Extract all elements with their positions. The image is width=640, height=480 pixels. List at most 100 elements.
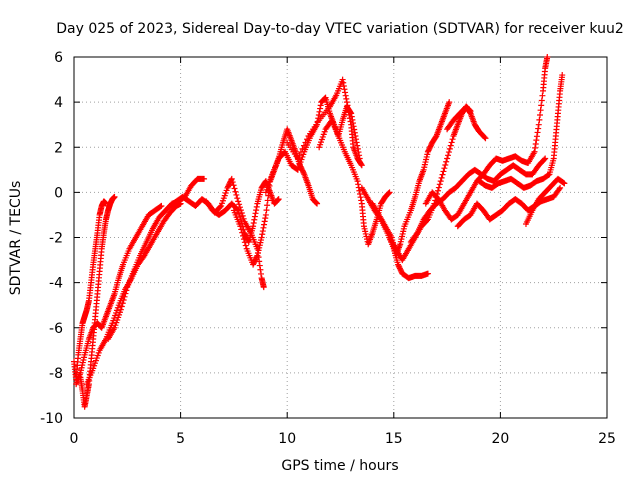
series-arc-10 — [284, 76, 365, 169]
series-arc-1 — [71, 198, 109, 383]
data-point — [556, 186, 563, 193]
data-point — [445, 152, 452, 159]
data-point — [342, 92, 349, 99]
data-point — [240, 232, 247, 239]
data-point — [240, 236, 247, 243]
data-point — [250, 223, 257, 230]
data-point — [424, 270, 431, 277]
data-point — [355, 181, 362, 188]
data-point — [201, 175, 208, 182]
axis-ticks — [73, 56, 608, 419]
y-tick-label: -2 — [49, 231, 63, 247]
data-point — [447, 142, 454, 149]
data-point — [111, 193, 118, 200]
data-point — [264, 197, 271, 204]
series-arc-13 — [369, 99, 453, 259]
data-point — [119, 300, 126, 307]
data-point — [534, 129, 541, 136]
data-point — [256, 258, 263, 265]
y-tick-label: -8 — [49, 366, 63, 382]
y-tick-labels: -10 -8 -6 -4 -2 0 2 4 6 — [40, 50, 63, 427]
data-point — [344, 102, 351, 109]
data-point — [353, 139, 360, 146]
data-point — [229, 179, 236, 186]
data-point — [260, 284, 267, 291]
data-point — [238, 210, 245, 217]
data-point — [532, 141, 539, 148]
data-point — [386, 189, 393, 196]
data-point — [441, 165, 448, 172]
data-point — [259, 228, 266, 235]
data-point — [541, 156, 548, 163]
data-point — [314, 200, 321, 207]
chart-title: Day 025 of 2023, Sidereal Day-to-day VTE… — [56, 21, 624, 37]
y-axis-title: SDTVAR / TECUs — [8, 181, 24, 296]
data-point — [239, 212, 246, 219]
data-point — [237, 223, 244, 230]
y-tick-label: -10 — [40, 411, 63, 427]
series-arc-19 — [476, 72, 566, 191]
data-point — [557, 184, 564, 191]
data-point — [357, 194, 364, 201]
data-point — [535, 121, 542, 128]
data-point — [449, 136, 456, 143]
data-point — [240, 215, 247, 222]
data-point — [241, 239, 248, 246]
data-point — [117, 306, 124, 313]
data-point — [346, 115, 353, 122]
series-arc-15 — [407, 155, 549, 246]
data-point — [260, 224, 267, 231]
data-point — [347, 118, 354, 125]
x-tick-label: 25 — [598, 431, 616, 447]
x-tick-label: 20 — [491, 431, 509, 447]
data-point — [539, 92, 546, 99]
data-point — [559, 72, 566, 79]
x-tick-label: 10 — [278, 431, 296, 447]
data-point — [533, 133, 540, 140]
data-point — [340, 79, 347, 86]
y-tick-label: 0 — [54, 185, 63, 201]
x-axis-title: GPS time / hours — [281, 458, 398, 474]
data-point — [345, 105, 352, 112]
data-point — [313, 200, 320, 207]
data-point — [233, 191, 240, 198]
data-point — [448, 139, 455, 146]
data-point — [265, 192, 272, 199]
data-point — [385, 190, 392, 197]
data-point — [413, 231, 420, 238]
data-point — [275, 196, 282, 203]
data-point — [345, 108, 352, 115]
data-point — [352, 132, 359, 139]
data-point — [259, 231, 266, 238]
series-arc-17 — [444, 103, 489, 142]
data-point — [544, 54, 551, 60]
data-point — [385, 190, 392, 197]
data-point — [262, 211, 269, 218]
data-point — [245, 237, 252, 244]
data-point — [228, 175, 235, 182]
data-point — [356, 190, 363, 197]
data-point — [446, 99, 453, 106]
series-arc-4 — [83, 200, 184, 388]
data-point — [440, 168, 447, 175]
x-tick-label: 15 — [385, 431, 403, 447]
data-point — [341, 86, 348, 93]
y-tick-label: 2 — [54, 140, 63, 156]
x-tick-label: 0 — [70, 431, 79, 447]
data-point — [536, 116, 543, 123]
data-point — [532, 144, 539, 151]
data-point — [353, 136, 360, 143]
y-tick-label: -6 — [49, 321, 63, 337]
data-point — [236, 210, 243, 217]
data-point — [234, 195, 241, 202]
x-tick-label: 5 — [176, 431, 185, 447]
data-point — [343, 99, 350, 106]
data-point — [258, 234, 265, 241]
data-point — [302, 139, 309, 146]
series-arc-8 — [230, 126, 321, 268]
data-point — [239, 229, 246, 236]
data-point — [358, 161, 365, 168]
data-point — [253, 207, 260, 214]
